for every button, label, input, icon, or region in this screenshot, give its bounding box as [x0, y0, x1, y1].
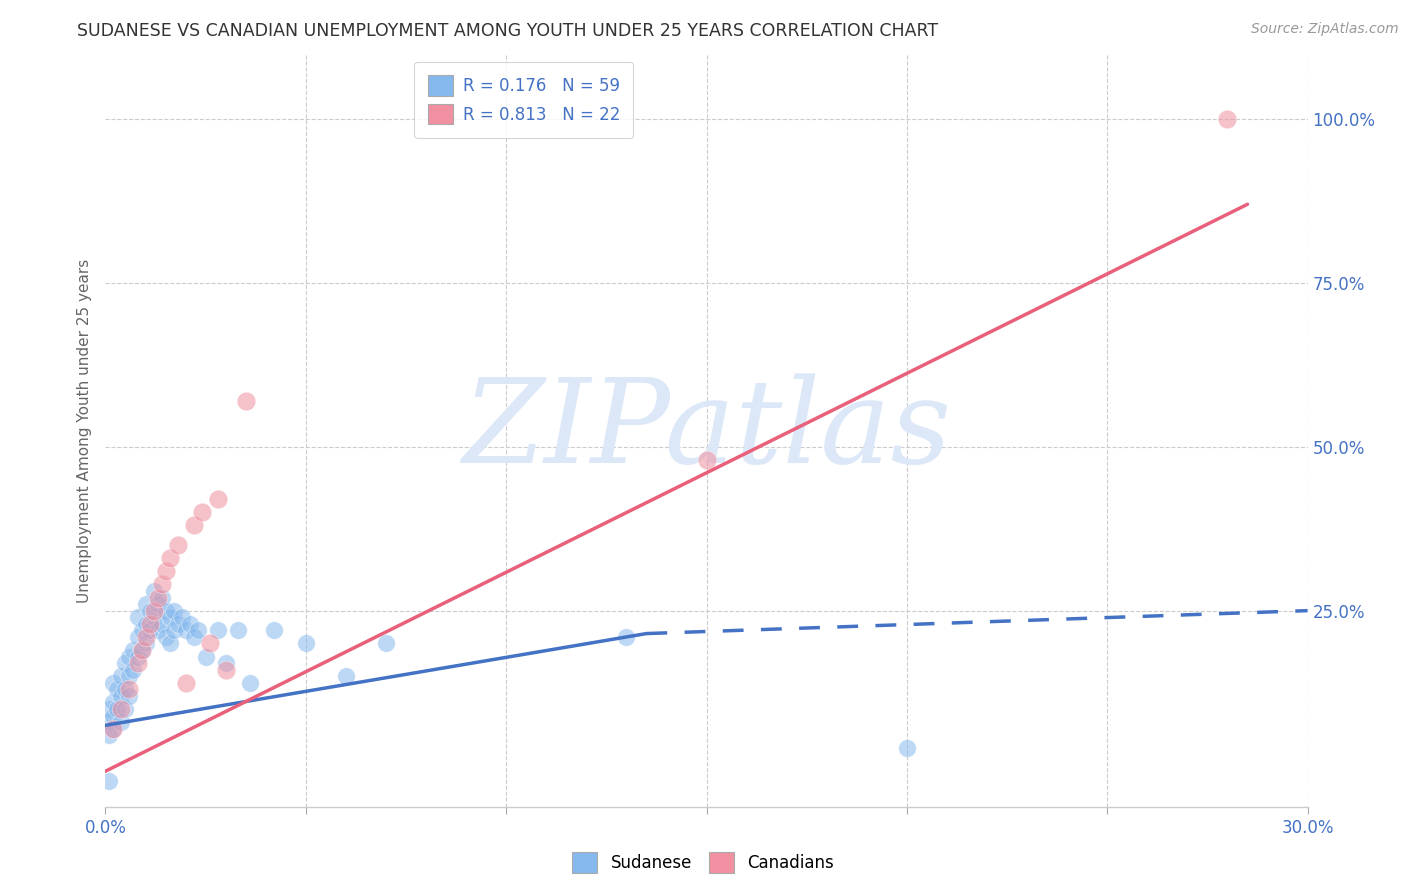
- Point: [335, 669, 357, 683]
- Point: [207, 492, 229, 507]
- Point: [127, 656, 149, 670]
- Point: [107, 682, 129, 697]
- Point: [896, 741, 918, 756]
- Point: [155, 630, 177, 644]
- Point: [190, 505, 212, 519]
- Point: [98, 774, 121, 789]
- Point: [131, 624, 153, 638]
- Point: [98, 714, 121, 729]
- Point: [135, 636, 157, 650]
- Point: [110, 689, 132, 703]
- Point: [183, 630, 205, 644]
- Point: [174, 624, 197, 638]
- Point: [127, 630, 149, 644]
- Point: [155, 564, 177, 578]
- Point: [207, 624, 229, 638]
- Text: ZIPatlas: ZIPatlas: [463, 373, 950, 488]
- Point: [118, 682, 141, 697]
- Point: [103, 695, 125, 709]
- Point: [110, 669, 132, 683]
- Point: [183, 518, 205, 533]
- Point: [159, 610, 181, 624]
- Point: [166, 616, 188, 631]
- Point: [159, 636, 181, 650]
- Point: [122, 643, 145, 657]
- Point: [146, 591, 169, 605]
- Point: [162, 624, 184, 638]
- Point: [146, 624, 169, 638]
- Point: [150, 577, 173, 591]
- Y-axis label: Unemployment Among Youth under 25 years: Unemployment Among Youth under 25 years: [76, 259, 91, 602]
- Point: [135, 597, 157, 611]
- Point: [150, 616, 173, 631]
- Point: [179, 616, 201, 631]
- Point: [166, 538, 188, 552]
- Point: [146, 597, 169, 611]
- Point: [239, 675, 262, 690]
- Point: [214, 663, 236, 677]
- Point: [118, 649, 141, 664]
- Point: [295, 636, 318, 650]
- Point: [122, 663, 145, 677]
- Point: [131, 643, 153, 657]
- Point: [142, 584, 165, 599]
- Text: Source: ZipAtlas.com: Source: ZipAtlas.com: [1251, 22, 1399, 37]
- Point: [127, 649, 149, 664]
- Point: [138, 624, 160, 638]
- Point: [159, 551, 181, 566]
- Point: [174, 675, 197, 690]
- Point: [110, 702, 132, 716]
- Point: [1216, 112, 1239, 126]
- Point: [162, 604, 184, 618]
- Text: SUDANESE VS CANADIAN UNEMPLOYMENT AMONG YOUTH UNDER 25 YEARS CORRELATION CHART: SUDANESE VS CANADIAN UNEMPLOYMENT AMONG …: [77, 22, 938, 40]
- Point: [135, 630, 157, 644]
- Point: [138, 616, 160, 631]
- Point: [114, 702, 136, 716]
- Point: [135, 616, 157, 631]
- Point: [103, 708, 125, 723]
- Point: [118, 669, 141, 683]
- Point: [214, 656, 236, 670]
- Point: [198, 636, 221, 650]
- Point: [194, 649, 217, 664]
- Point: [374, 636, 398, 650]
- Point: [150, 591, 173, 605]
- Point: [155, 604, 177, 618]
- Point: [98, 702, 121, 716]
- Point: [616, 630, 638, 644]
- Point: [235, 393, 257, 408]
- Point: [107, 702, 129, 716]
- Point: [98, 728, 121, 742]
- Point: [118, 689, 141, 703]
- Point: [110, 714, 132, 729]
- Point: [103, 722, 125, 736]
- Point: [187, 624, 209, 638]
- Point: [103, 675, 125, 690]
- Legend: R = 0.176   N = 59, R = 0.813   N = 22: R = 0.176 N = 59, R = 0.813 N = 22: [415, 62, 633, 137]
- Point: [127, 610, 149, 624]
- Point: [114, 656, 136, 670]
- Point: [170, 610, 193, 624]
- Point: [103, 722, 125, 736]
- Point: [263, 624, 285, 638]
- Point: [114, 682, 136, 697]
- Point: [142, 604, 165, 618]
- Point: [138, 604, 160, 618]
- Point: [131, 643, 153, 657]
- Legend: Sudanese, Canadians: Sudanese, Canadians: [565, 846, 841, 880]
- Point: [142, 610, 165, 624]
- Point: [696, 453, 718, 467]
- Point: [226, 624, 249, 638]
